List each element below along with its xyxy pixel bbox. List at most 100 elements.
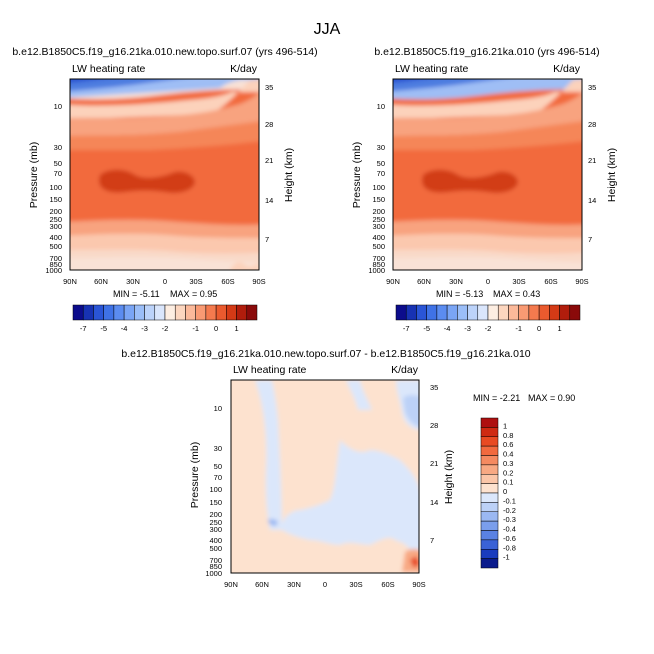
panel-1-ytick-1000: 1000 (45, 266, 62, 275)
colorbar-difference-label: 0.8 (503, 431, 513, 440)
panel-1-ytick-200: 200 (49, 207, 62, 216)
panel-1-xtick-60s: 60S (221, 277, 234, 286)
panel-1-ytick-500: 500 (49, 242, 62, 251)
panel-2-x-ticks: 90N 60N 30N 0 30S 60S 90S (386, 277, 589, 286)
panel-3-ytick-250: 250 (209, 518, 222, 527)
colorbar-2-swatch (497, 304, 509, 321)
panel-1-xtick-30s: 30S (189, 277, 202, 286)
panel-2-ytick-850: 850 (372, 260, 385, 269)
panel-1-units-label: K/day (230, 63, 258, 75)
colorbar-1-swatch (113, 304, 125, 321)
panel-3-units-label: K/day (391, 364, 419, 376)
panel-1-variable-label: LW heating rate (72, 63, 146, 75)
colorbar-1-swatch (185, 304, 196, 321)
colorbar-2: -7 -5 -4 -3 -2 -1 0 1 (395, 304, 581, 333)
panel-1-ytick-250: 250 (49, 215, 62, 224)
panel-2-rtick-21: 21 (588, 156, 596, 165)
panel-3-y-axis-label: Pressure (mb) (189, 442, 201, 509)
panel-1-rtick-21: 21 (265, 156, 273, 165)
panel-2-right-ticks: 35 28 21 14 7 (588, 83, 596, 244)
panel-3-rtick-35: 35 (430, 383, 438, 392)
panel-2-ytick-500: 500 (372, 242, 385, 251)
panel-3-ytick-850: 850 (209, 562, 222, 571)
panel-3-right-axis-label: Height (km) (443, 450, 455, 504)
panel-2-ytick-50: 50 (377, 159, 385, 168)
colorbar-2-swatch (477, 304, 489, 321)
panel-1-ytick-850: 850 (49, 260, 62, 269)
colorbar-2-swatch (467, 304, 479, 321)
colorbar-difference-swatch (480, 511, 499, 522)
panel-2-rtick-28: 28 (588, 120, 596, 129)
panel-1-xtick-90n: 90N (63, 277, 77, 286)
colorbar-1-label: -7 (80, 324, 87, 333)
colorbar-1-label: -2 (162, 324, 169, 333)
panel-3-ytick-10: 10 (214, 404, 222, 413)
panel-3-variable-label: LW heating rate (233, 364, 307, 376)
colorbar-difference-label: -0.3 (503, 515, 516, 524)
panel-1-rtick-28: 28 (265, 120, 273, 129)
colorbar-difference-swatch (480, 502, 499, 512)
colorbar-difference-swatch (480, 455, 499, 466)
panel-2-title: b.e12.B1850C5.f19_g16.21ka.010 (yrs 496-… (374, 46, 599, 58)
panel-2-ytick-200: 200 (372, 207, 385, 216)
panel-2-ytick-700: 700 (372, 254, 385, 263)
panel-1-ytick-50: 50 (54, 159, 62, 168)
colorbar-difference-swatch (480, 530, 499, 541)
panel-2-units-label: K/day (553, 63, 581, 75)
panel-2-xtick-0: 0 (486, 277, 490, 286)
colorbar-1-swatch (195, 304, 207, 321)
panel-3-xtick-90s: 90S (412, 580, 425, 589)
colorbar-difference-swatch (480, 539, 499, 550)
panel-1-ytick-70: 70 (54, 169, 62, 178)
colorbar-1-swatch (103, 304, 115, 321)
panel-3-x-ticks: 90N 60N 30N 0 30S 60S 90S (224, 580, 426, 589)
colorbar-difference-label: 0 (503, 487, 507, 496)
colorbar-difference-swatch (480, 436, 499, 447)
panel-3-rtick-7: 7 (430, 536, 434, 545)
panel-3-ytick-1000: 1000 (205, 569, 222, 578)
panel-3-xtick-60s: 60S (381, 580, 394, 589)
panel-2-y-ticks: 10 30 50 70 100 150 200 250 300 400 500 … (368, 102, 385, 275)
panel-3-max-label: MAX = 0.90 (528, 393, 575, 403)
colorbar-difference: 10.80.60.40.30.20.10-0.1-0.2-0.3-0.4-0.6… (480, 417, 516, 569)
panel-1-rtick-7: 7 (265, 235, 269, 244)
colorbar-1-swatch (123, 304, 135, 321)
panel-3-xtick-90n: 90N (224, 580, 238, 589)
colorbar-1-swatch (144, 304, 156, 321)
panel-1-plot-frame (69, 78, 260, 271)
panel-3-title: b.e12.B1850C5.f19_g16.21ka.010.new.topo.… (121, 348, 530, 360)
panel-2-xtick-60s: 60S (544, 277, 557, 286)
colorbar-2-label: -3 (464, 324, 471, 333)
colorbar-1-swatch (164, 304, 176, 321)
colorbar-1-swatch (82, 304, 94, 321)
panel-3-ytick-70: 70 (214, 473, 222, 482)
colorbar-difference-label: 0.1 (503, 478, 513, 487)
figure-title: JJA (314, 21, 341, 38)
panel-2-xtick-60n: 60N (417, 277, 431, 286)
panel-3-ytick-400: 400 (209, 536, 222, 545)
panel-3-rtick-28: 28 (430, 421, 438, 430)
panel-2-rtick-7: 7 (588, 235, 592, 244)
panel-2-plot-frame (392, 78, 583, 271)
colorbar-1-swatch (236, 304, 248, 321)
panel-3-field (231, 380, 419, 573)
colorbar-difference-label: 0.3 (503, 459, 513, 468)
panel-3-right-ticks: 35 28 21 14 7 (430, 383, 438, 545)
colorbar-2-label: -2 (485, 324, 492, 333)
panel-1-ytick-30: 30 (54, 143, 62, 152)
panel-1-rtick-35: 35 (265, 83, 273, 92)
colorbar-difference-swatch (480, 520, 499, 531)
panel-3-ytick-500: 500 (209, 544, 222, 553)
panel-3-xtick-30s: 30S (349, 580, 362, 589)
panel-3-plot-frame (230, 379, 420, 574)
panel-3-min-label: MIN = -2.21 (473, 393, 520, 403)
colorbar-difference-swatch (480, 464, 499, 475)
colorbar-2-label: -7 (403, 324, 410, 333)
panel-3-rtick-14: 14 (430, 498, 438, 507)
panel-2-rtick-35: 35 (588, 83, 596, 92)
colorbar-2-swatch (457, 304, 468, 321)
colorbar-2-label: -4 (444, 324, 451, 333)
colorbar-difference-swatch (480, 474, 499, 484)
panel-1: b.e12.B1850C5.f19_g16.21ka.010.new.topo.… (12, 46, 317, 299)
